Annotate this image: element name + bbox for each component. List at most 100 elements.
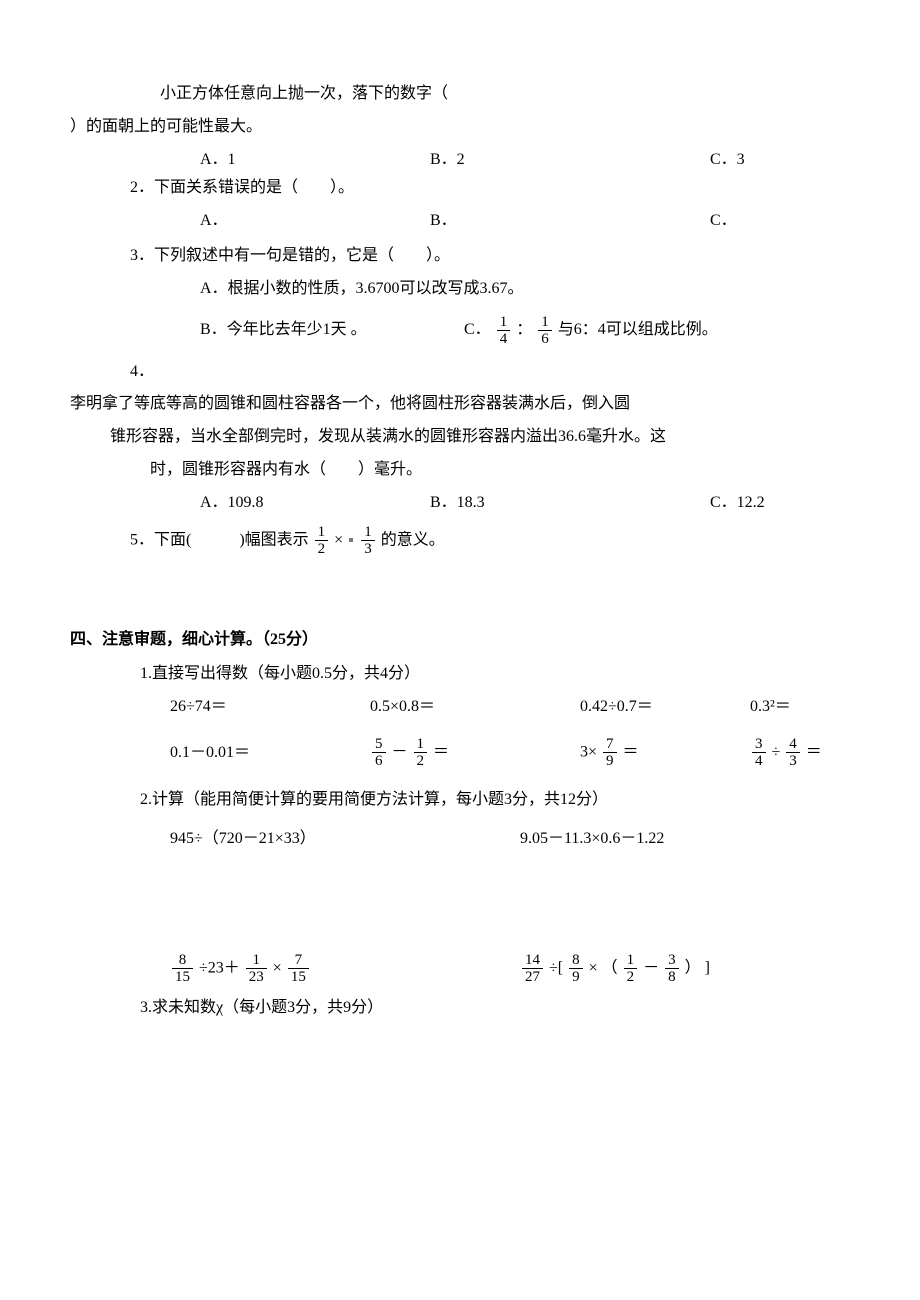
calc-row-2: 0.1－0.01＝ 5 6 － 1 2 ＝ 3× 7 9 ＝ 3 4 ÷ 4 3… [70,736,850,770]
q1-choice-a: A．1 [200,146,430,175]
q2-choice-c: C． [710,207,850,236]
r2c3-post: ＝ [623,744,639,761]
calc-r2c4: 3 4 ÷ 4 3 ＝ [750,736,850,770]
q5-frac2: 1 3 [361,524,375,558]
frac-num: 3 [665,952,679,970]
q5-post: 的意义。 [381,531,445,548]
p2l-m2: × [273,959,282,976]
q3-choice-a: A．根据小数的性质，3.6700可以改写成3.67。 [70,275,850,304]
q2-choice-a: A． [200,207,430,236]
p2r-m1: ÷[ [549,959,563,976]
q3-c-frac1: 1 4 [497,314,511,348]
p2l-m1: ÷23＋ [199,959,240,976]
frac-num: 1 [624,952,638,970]
r2c4-frac2: 4 3 [786,736,800,770]
section4-sub3: 3.求未知数χ（每小题3分，共9分） [70,994,850,1023]
q4-choice-c: C．12.2 [710,489,850,518]
frac-num: 1 [538,314,552,332]
q4-choice-a: A．109.8 [200,489,430,518]
calc-row-1: 26÷74＝ 0.5×0.8＝ 0.42÷0.7＝ 0.3²＝ [70,693,850,722]
frac-num: 8 [172,952,193,970]
frac-num: 1 [246,952,267,970]
p2l-frac1: 8 15 [172,952,193,986]
r2c2-mid: － [392,744,408,761]
q4-line3: 时，圆锥形容器内有水（ ）毫升。 [70,456,850,485]
q1-choice-b: B．2 [430,146,710,175]
calc-r2c1: 0.1－0.01＝ [170,739,370,768]
r2c3-pre: 3× [580,744,597,761]
calc-r2c2: 5 6 － 1 2 ＝ [370,736,580,770]
frac-num: 1 [315,524,329,542]
q3-row-bc: B．今年比去年少1天 。 C． 1 4 ： 1 6 与6：4可以组成比例。 [70,314,850,348]
q1-choices: A．1 B．2 C．3 [70,146,850,175]
frac-num: 1 [497,314,511,332]
q1-choice-c: C．3 [710,146,850,175]
r2c2-post: ＝ [433,744,449,761]
frac-num: 1 [414,736,428,754]
calc-p1-left: 945÷（720－21×33） [170,825,520,854]
q4-line2: 锥形容器，当水全部倒完时，发现从装满水的圆锥形容器内溢出36.6毫升水。这 [70,423,850,452]
calc-p2-right: 14 27 ÷[ 8 9 × （ 1 2 － 3 8 ） ] [520,952,850,986]
calc-r1c3: 0.42÷0.7＝ [580,693,750,722]
q3-c-pre: C． [464,321,491,338]
dot-marker-icon [349,538,353,542]
calc-pair-1: 945÷（720－21×33） 9.05－11.3×0.6－1.22 [70,825,850,854]
p2r-m3: － [643,959,659,976]
frac-num: 1 [361,524,375,542]
q3-c-frac2: 1 6 [538,314,552,348]
frac-den: 3 [786,753,800,770]
r2c3-frac: 7 9 [603,736,617,770]
p2r-frac2: 8 9 [569,952,583,986]
calc-p2-left: 8 15 ÷23＋ 1 23 × 7 15 [170,952,520,986]
calc-r1c2: 0.5×0.8＝ [370,693,580,722]
calc-r1c4: 0.3²＝ [750,693,850,722]
q5-mid: × [334,531,343,548]
p2r-frac1: 14 27 [522,952,543,986]
frac-den: 6 [538,331,552,348]
q5-pre: 5．下面( )幅图表示 [130,531,313,548]
p2l-frac2: 1 23 [246,952,267,986]
r2c4-frac1: 3 4 [752,736,766,770]
p2r-m2: × （ [589,959,618,976]
calc-r1c1: 26÷74＝ [170,693,370,722]
frac-den: 2 [414,753,428,770]
p2l-frac3: 7 15 [288,952,309,986]
frac-num: 3 [752,736,766,754]
frac-den: 9 [569,969,583,986]
p2r-m4: ） ] [685,959,710,976]
r2c4-mid: ÷ [772,744,781,761]
q5-stem: 5．下面( )幅图表示 1 2 × 1 3 的意义。 [70,524,850,558]
frac-num: 7 [288,952,309,970]
r2c2-frac1: 5 6 [372,736,386,770]
q1-line2: ）的面朝上的可能性最大。 [70,113,850,142]
q4-choice-b: B．18.3 [430,489,710,518]
q5-frac1: 1 2 [315,524,329,558]
section4-sub1: 1.直接写出得数（每小题0.5分，共4分） [70,660,850,689]
frac-num: 14 [522,952,543,970]
frac-den: 6 [372,753,386,770]
calc-r2c3: 3× 7 9 ＝ [580,736,750,770]
q3-stem: 3．下列叙述中有一句是错的，它是（ ）。 [70,242,850,271]
q1-line1: 小正方体任意向上抛一次，落下的数字（ [70,80,850,109]
frac-num: 7 [603,736,617,754]
frac-den: 2 [624,969,638,986]
r2c2-frac2: 1 2 [414,736,428,770]
q4-num: 4． [70,358,850,387]
section4-title: 四、注意审题，细心计算。（25分） [70,626,850,655]
q3-c-mid: ： [516,321,532,338]
frac-den: 23 [246,969,267,986]
frac-num: 8 [569,952,583,970]
frac-den: 8 [665,969,679,986]
frac-den: 4 [752,753,766,770]
q3-choice-c: C． 1 4 ： 1 6 与6：4可以组成比例。 [464,321,718,338]
frac-den: 3 [361,541,375,558]
frac-den: 4 [497,331,511,348]
q2-choice-b: B． [430,207,710,236]
q3-choice-b: B．今年比去年少1天 。 [200,316,460,345]
q4-line1: 李明拿了等底等高的圆锥和圆柱容器各一个，他将圆柱形容器装满水后，倒入圆 [70,390,850,419]
calc-p1-right: 9.05－11.3×0.6－1.22 [520,825,850,854]
frac-den: 9 [603,753,617,770]
frac-den: 15 [288,969,309,986]
p2r-frac4: 3 8 [665,952,679,986]
q2-choices: A． B． C． [70,207,850,236]
